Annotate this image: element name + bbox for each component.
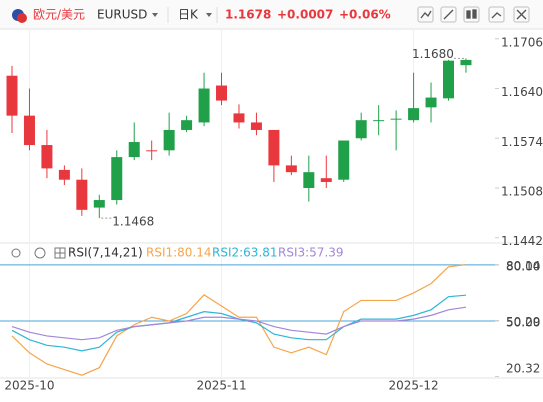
eye-icon[interactable]	[11, 248, 21, 258]
pair-name[interactable]: 欧元/美元	[33, 8, 85, 22]
flag-icon	[17, 13, 27, 23]
toolbar-icons	[417, 6, 530, 23]
legend-entry: RSI3:57.39	[278, 246, 344, 260]
settings-icon[interactable]	[34, 247, 46, 259]
candle-body	[163, 129, 175, 151]
rsi-line	[11, 264, 467, 376]
indicator-icon	[491, 12, 502, 19]
candle-body	[128, 142, 140, 158]
change: +0.0007	[277, 8, 333, 22]
y-tick-label: 1.1706	[501, 35, 543, 49]
annotation: 1.1680	[412, 47, 454, 61]
icon-button[interactable]	[463, 6, 480, 23]
y-tick-label: 20.32	[506, 362, 540, 376]
dropdown-arrow[interactable]	[152, 13, 158, 17]
candle-body	[320, 178, 332, 182]
candle-body	[41, 145, 53, 169]
x-tick-label: 2025-11	[196, 379, 246, 393]
candle-body	[76, 179, 88, 210]
candle-body	[93, 200, 105, 208]
symbol[interactable]: EURUSD	[97, 8, 147, 22]
candle-body	[58, 169, 70, 180]
candle-body	[443, 60, 454, 99]
candle-body	[425, 97, 437, 108]
candle-body	[303, 172, 315, 188]
y-tick-label: 80.14	[506, 259, 540, 273]
y-tick-label: 50.29	[506, 315, 540, 329]
annotation: 1.1468	[112, 215, 154, 229]
y-tick-label: 1.1442	[501, 234, 543, 248]
candle-icon	[466, 10, 471, 19]
y-tick-label: 1.1640	[501, 85, 543, 99]
candle-body	[216, 85, 228, 101]
y-tick-label: 1.1574	[501, 135, 543, 149]
x-tick-label: 2025-12	[389, 379, 439, 393]
icon-button[interactable]	[440, 6, 457, 23]
legend-entry: RSI2:63.81	[212, 246, 278, 260]
candle-body	[233, 113, 245, 123]
icon-button[interactable]	[488, 6, 505, 23]
candle-body	[460, 59, 472, 66]
price: 1.1678	[225, 8, 271, 22]
candle-body	[373, 120, 385, 122]
y-tick-label: 1.1508	[501, 184, 543, 198]
candle-body	[181, 120, 193, 130]
y-tick-label: 50.00	[506, 315, 540, 329]
rsi-line	[11, 306, 467, 341]
change-percent: +0.06%	[339, 8, 391, 22]
expand-icon	[516, 9, 527, 20]
candle-body	[355, 120, 367, 139]
icon-button[interactable]	[513, 6, 530, 23]
legend-entry: RSI1:80.14	[146, 246, 212, 260]
icon-button[interactable]	[417, 6, 434, 23]
dropdown-arrow[interactable]	[206, 13, 212, 17]
candle-body	[268, 129, 280, 166]
candle-body	[146, 150, 158, 152]
x-tick-label: 2025-10	[4, 379, 54, 393]
candle-body	[111, 157, 123, 201]
candle-body	[250, 122, 262, 130]
candle-body	[390, 118, 402, 120]
candle-body	[23, 115, 35, 146]
candle-body	[6, 75, 18, 116]
line-icon	[420, 10, 432, 19]
candle-body	[198, 88, 210, 123]
candle-body	[338, 140, 350, 180]
y-tick-label: 80.00	[506, 259, 540, 273]
candle-body	[408, 108, 420, 121]
candle-body	[285, 165, 297, 173]
period[interactable]: 日K	[178, 8, 199, 22]
draw-icon	[443, 9, 454, 20]
toolbar	[0, 0, 543, 29]
rsi-title: RSI(7,14,21)	[68, 246, 143, 260]
candle-icon	[472, 9, 477, 19]
